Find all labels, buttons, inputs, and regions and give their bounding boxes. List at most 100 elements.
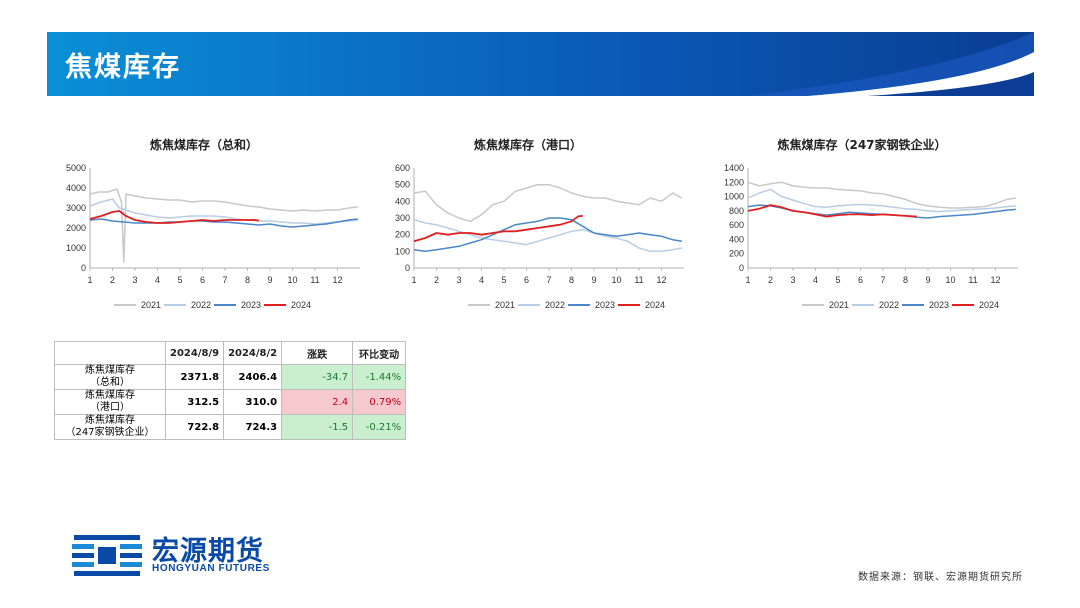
y-tick-label: 500: [395, 180, 410, 190]
series-line-2021: [89, 188, 358, 263]
y-tick-label: 0: [81, 263, 86, 273]
legend-label: 2024: [291, 300, 311, 310]
x-tick-label: 8: [569, 275, 574, 285]
x-tick-label: 5: [501, 275, 506, 285]
series-line-2023: [413, 217, 682, 253]
change-value: 2.4: [281, 389, 354, 415]
table-header-cell: 2024/8/9: [164, 341, 225, 365]
series-line-2023: [89, 218, 358, 228]
row-label-line1: 炼焦煤库存: [85, 415, 135, 426]
previous-value: 310.0: [223, 389, 283, 415]
series-line-2022: [413, 218, 682, 253]
x-tick-label: 1: [745, 275, 750, 285]
table-header-cell: [54, 341, 166, 365]
y-tick-label: 4000: [66, 183, 86, 193]
x-tick-label: 10: [611, 275, 621, 285]
y-tick-label: 400: [729, 234, 744, 244]
legend-label: 2023: [241, 300, 261, 310]
series-line-2022: [747, 188, 1016, 213]
logo-mark-icon: [72, 535, 142, 576]
x-tick-label: 7: [880, 275, 885, 285]
inventory-summary-table: 2024/8/9 2024/8/2 涨跌 环比变动 炼焦煤库存 （总和） 2371…: [54, 341, 407, 440]
page-title: 焦煤库存: [65, 52, 181, 83]
logo-english-name: HONGYUAN FUTURES: [152, 563, 270, 574]
x-tick-label: 2: [434, 275, 439, 285]
row-label: 炼焦煤库存 （总和）: [54, 364, 166, 390]
y-tick-label: 0: [739, 263, 744, 273]
table-header-cell: 涨跌: [281, 341, 354, 365]
row-label-line1: 炼焦煤库存: [85, 365, 135, 376]
current-value: 312.5: [164, 389, 225, 415]
y-tick-label: 200: [395, 230, 410, 240]
x-tick-label: 6: [858, 275, 863, 285]
chart-title: 炼焦煤库存（总和）: [149, 138, 258, 152]
legend-label: 2023: [595, 300, 615, 310]
x-tick-label: 3: [790, 275, 795, 285]
table-row: 炼焦煤库存 （总和） 2371.8 2406.4 -34.7 -1.44%: [54, 364, 407, 390]
y-tick-label: 600: [395, 163, 410, 173]
x-tick-label: 11: [634, 275, 643, 285]
series-line-2024: [413, 215, 583, 243]
x-tick-label: 3: [132, 275, 137, 285]
x-tick-label: 12: [656, 275, 666, 285]
row-label-line2: （总和）: [90, 377, 130, 388]
x-tick-label: 8: [903, 275, 908, 285]
x-tick-label: 10: [287, 275, 297, 285]
x-tick-label: 11: [310, 275, 319, 285]
y-tick-label: 1200: [724, 177, 744, 187]
y-tick-label: 1000: [66, 243, 86, 253]
legend-label: 2024: [979, 300, 999, 310]
row-label-line2: （港口）: [90, 402, 130, 413]
y-tick-label: 600: [729, 220, 744, 230]
row-label-line2: （247家钢铁企业）: [65, 427, 155, 438]
x-tick-label: 12: [332, 275, 342, 285]
chart-title: 炼焦煤库存（247家钢铁企业）: [777, 138, 947, 152]
previous-value: 724.3: [223, 414, 283, 440]
table-header-cell: 2024/8/2: [223, 341, 283, 365]
change-value: -34.7: [281, 364, 354, 390]
series-line-2021: [413, 183, 683, 223]
chart-port-inventory: 炼焦煤库存（港口） 0 100 200 300 400 500 600 1 2 3 4 5 6 7 8 9 10…: [378, 130, 684, 316]
x-tick-label: 4: [479, 275, 484, 285]
chart-steel-mill-inventory: 炼焦煤库存（247家钢铁企业） 0 200 400 600 800 1000 1200 140…: [712, 130, 1018, 316]
x-tick-label: 9: [925, 275, 930, 285]
header-banner: 焦煤库存: [47, 32, 1034, 96]
banner-background: [47, 32, 1034, 96]
chart-title: 炼焦煤库存（港口）: [473, 138, 582, 152]
y-tick-label: 0: [405, 263, 410, 273]
y-tick-label: 100: [395, 246, 410, 256]
change-value: -1.5: [281, 414, 354, 440]
x-tick-label: 9: [267, 275, 272, 285]
x-tick-label: 6: [200, 275, 205, 285]
change-percent: 0.79%: [352, 389, 407, 415]
x-tick-label: 5: [177, 275, 182, 285]
series-line-2021: [747, 181, 1016, 209]
x-tick-label: 4: [155, 275, 160, 285]
y-tick-label: 300: [395, 213, 410, 223]
y-tick-label: 1400: [724, 163, 744, 173]
x-tick-label: 7: [222, 275, 227, 285]
legend-label: 2022: [879, 300, 899, 310]
current-value: 722.8: [164, 414, 225, 440]
row-label: 炼焦煤库存 （港口）: [54, 389, 166, 415]
table-row: 炼焦煤库存 （港口） 312.5 310.0 2.4 0.79%: [54, 389, 407, 415]
legend-label: 2021: [829, 300, 849, 310]
x-tick-label: 3: [456, 275, 461, 285]
series-line-2024: [89, 210, 259, 224]
company-logo: 宏源期货 HONGYUAN FUTURES: [72, 527, 312, 582]
current-value: 2371.8: [164, 364, 225, 390]
series-line-2024: [747, 204, 917, 218]
x-tick-label: 8: [245, 275, 250, 285]
change-percent: -1.44%: [352, 364, 407, 390]
x-tick-label: 5: [835, 275, 840, 285]
legend-label: 2022: [545, 300, 565, 310]
x-tick-label: 7: [546, 275, 551, 285]
legend-label: 2021: [141, 300, 161, 310]
x-tick-label: 12: [990, 275, 1000, 285]
table-row: 炼焦煤库存 （247家钢铁企业） 722.8 724.3 -1.5 -0.21%: [54, 414, 407, 440]
data-source-note: 数据来源：钢联、宏源期货研究所: [858, 572, 1023, 583]
y-tick-label: 1000: [724, 192, 744, 202]
x-tick-label: 6: [524, 275, 529, 285]
